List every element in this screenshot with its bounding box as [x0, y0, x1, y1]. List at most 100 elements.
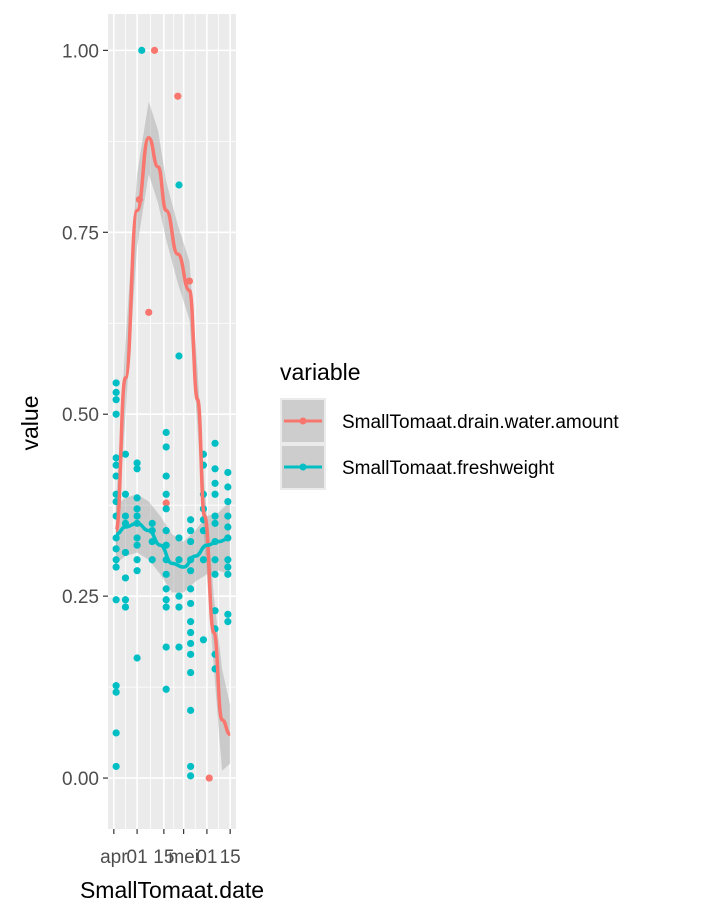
data-point — [175, 603, 183, 611]
data-point — [187, 639, 195, 648]
data-point — [162, 603, 170, 611]
data-point — [112, 688, 120, 696]
x-tick-label: apr — [100, 847, 128, 868]
data-point — [112, 556, 120, 564]
data-point — [205, 774, 213, 782]
data-point — [162, 585, 170, 593]
data-point — [185, 277, 194, 285]
data-point — [133, 541, 141, 549]
data-point — [133, 505, 141, 513]
y-tick-label: 0.00 — [62, 769, 99, 790]
data-point — [112, 410, 120, 418]
data-point — [133, 567, 141, 575]
data-point — [224, 563, 232, 571]
data-point — [211, 512, 219, 520]
y-tick-label: 0.75 — [62, 223, 99, 244]
data-point — [211, 439, 219, 447]
data-point — [133, 654, 141, 662]
data-point — [162, 499, 170, 507]
data-point — [187, 628, 195, 637]
data-point — [211, 465, 219, 473]
data-point — [162, 472, 170, 480]
data-point — [112, 729, 120, 737]
data-point — [187, 537, 195, 546]
data-point — [224, 483, 232, 491]
data-point — [145, 308, 153, 316]
y-axis: 0.00 0.25 0.50 0.75 1.00 — [62, 41, 108, 790]
data-point — [162, 490, 170, 498]
legend-key-drain-point — [299, 417, 307, 425]
x-tick-label: mei — [168, 847, 199, 868]
data-point — [187, 567, 195, 575]
data-point — [187, 516, 195, 524]
data-point — [133, 556, 141, 564]
x-tick-label: 15 — [220, 847, 241, 868]
legend-key-fresh-point — [299, 463, 307, 471]
data-point — [175, 592, 183, 600]
data-point — [133, 465, 141, 473]
data-point — [150, 46, 159, 54]
data-point — [199, 556, 208, 564]
data-point — [121, 596, 130, 604]
data-point — [174, 92, 182, 100]
data-point — [224, 618, 232, 626]
data-point — [175, 181, 183, 189]
y-axis-title: value — [17, 396, 43, 451]
data-point — [199, 527, 208, 535]
data-point — [211, 479, 219, 487]
data-point — [187, 772, 195, 780]
data-point — [162, 596, 170, 604]
data-point — [187, 706, 195, 714]
y-tick-label: 0.25 — [62, 587, 99, 608]
data-point — [112, 388, 120, 396]
data-point — [133, 459, 141, 467]
smooth-lines — [114, 135, 231, 737]
y-tick-label: 0.50 — [62, 405, 99, 426]
data-point — [112, 545, 120, 553]
data-point — [224, 570, 232, 578]
data-point — [211, 519, 219, 527]
data-point — [187, 585, 195, 593]
legend-title: variable — [280, 359, 361, 385]
data-point — [187, 650, 195, 658]
data-point — [187, 618, 195, 626]
data-point — [133, 534, 141, 542]
data-point — [224, 468, 232, 477]
data-point — [133, 494, 141, 502]
data-point — [121, 603, 130, 611]
data-point — [187, 668, 195, 677]
data-point — [138, 46, 146, 54]
data-point — [224, 523, 232, 531]
data-point — [121, 450, 130, 458]
data-point — [175, 643, 183, 651]
data-point — [112, 472, 120, 480]
data-point — [175, 556, 183, 564]
data-point — [224, 497, 232, 506]
data-point — [121, 512, 130, 520]
data-point — [224, 556, 232, 564]
data-point — [175, 534, 183, 542]
data-point — [162, 505, 170, 513]
data-point — [224, 512, 232, 520]
smooth-line — [114, 135, 231, 737]
data-point — [121, 490, 130, 498]
data-point — [112, 534, 120, 542]
data-point — [112, 762, 120, 771]
data-point — [199, 636, 208, 644]
data-point — [162, 428, 170, 437]
confidence-band — [116, 494, 231, 593]
data-point — [112, 461, 120, 469]
smooth-line — [115, 521, 231, 569]
legend: variable SmallTomaat.drain.water.amount … — [280, 359, 619, 490]
data-point — [211, 490, 219, 498]
data-point — [211, 607, 219, 615]
legend-label-drain: SmallTomaat.drain.water.amount — [342, 412, 619, 433]
data-point — [112, 379, 120, 387]
data-point — [148, 519, 156, 527]
data-point — [162, 570, 170, 578]
data-point — [162, 685, 170, 693]
data-point — [148, 556, 156, 564]
data-point — [162, 443, 170, 451]
